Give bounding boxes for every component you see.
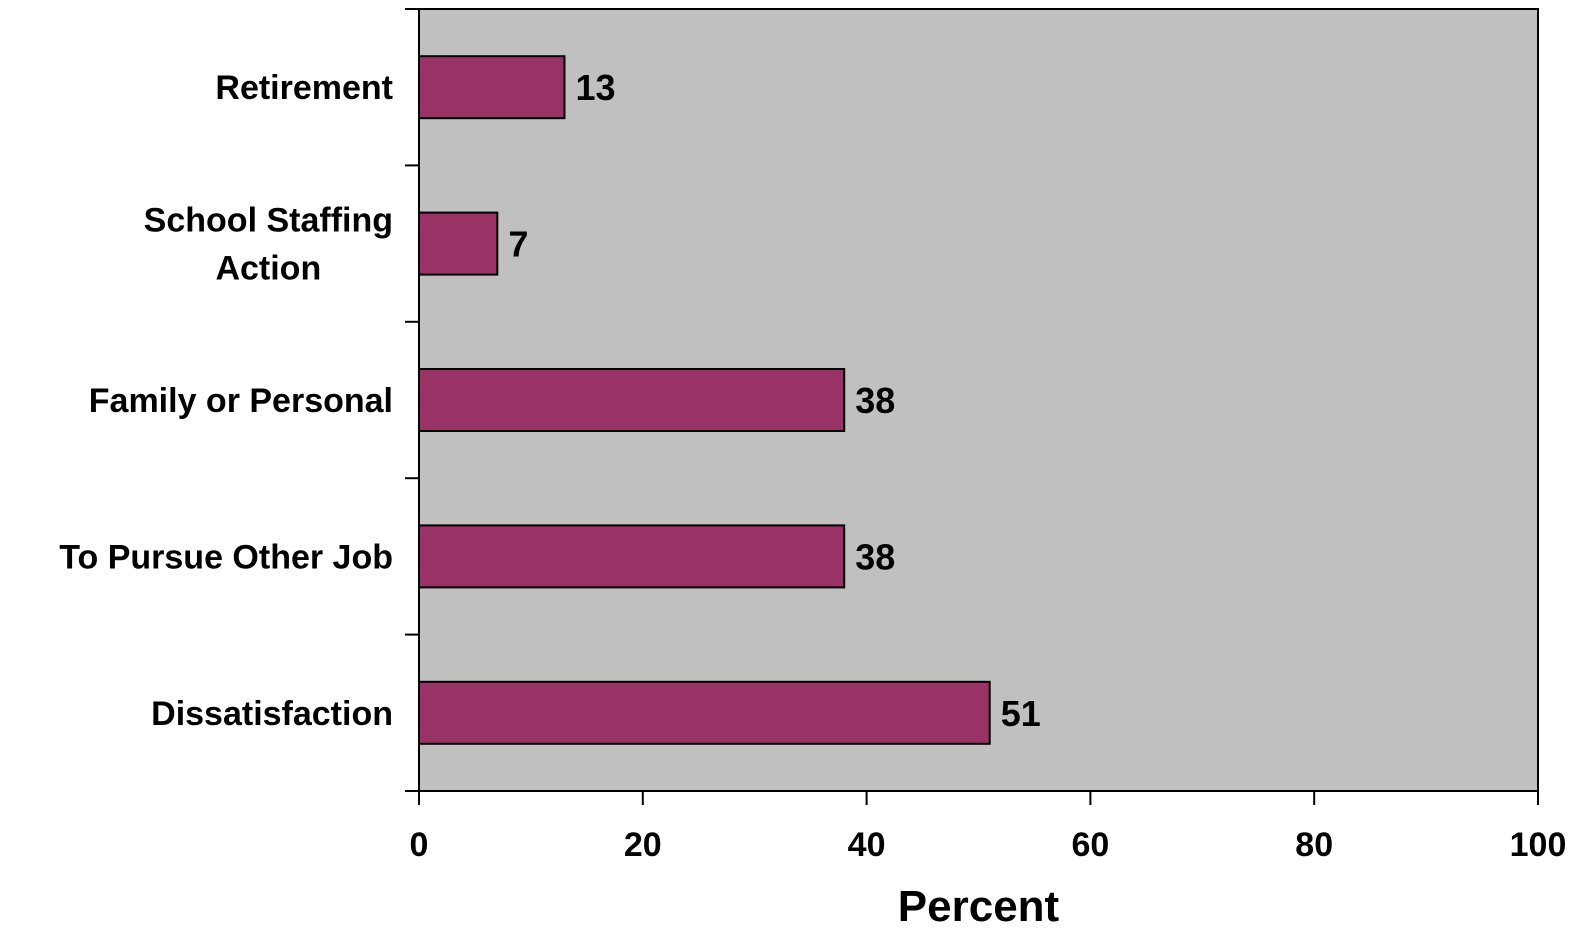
category-label: School Staffing Action xyxy=(144,202,393,288)
category-label: Family or Personal xyxy=(89,382,393,420)
x-tick-label: 40 xyxy=(848,826,886,864)
x-tick-label: 60 xyxy=(1071,826,1109,864)
axes-group xyxy=(405,8,1539,805)
bar xyxy=(418,211,499,276)
x-tick-label: 0 xyxy=(410,826,429,864)
bar xyxy=(418,368,846,432)
x-tick-label: 100 xyxy=(1510,826,1567,864)
category-label: To Pursue Other Job xyxy=(59,538,393,576)
x-axis-title: Percent xyxy=(898,882,1060,931)
bar xyxy=(418,55,566,120)
value-label: 7 xyxy=(508,224,528,265)
x-tick-label: 80 xyxy=(1295,826,1333,864)
value-label: 38 xyxy=(855,536,895,577)
bar xyxy=(418,680,991,745)
value-label: 38 xyxy=(855,380,895,421)
bars-group xyxy=(418,55,991,745)
category-label: Dissatisfaction xyxy=(151,695,393,733)
value-label: 51 xyxy=(1001,693,1041,734)
category-labels: Retirement School Staffing Action Family or… xyxy=(59,69,393,733)
bar xyxy=(418,524,846,589)
value-label: 13 xyxy=(575,67,615,108)
value-labels: 13 7 38 38 51 xyxy=(508,67,1040,734)
x-tick-labels: 0 20 40 60 80 100 xyxy=(410,826,1567,864)
x-tick-label: 20 xyxy=(624,826,662,864)
category-label: Retirement xyxy=(215,69,393,107)
